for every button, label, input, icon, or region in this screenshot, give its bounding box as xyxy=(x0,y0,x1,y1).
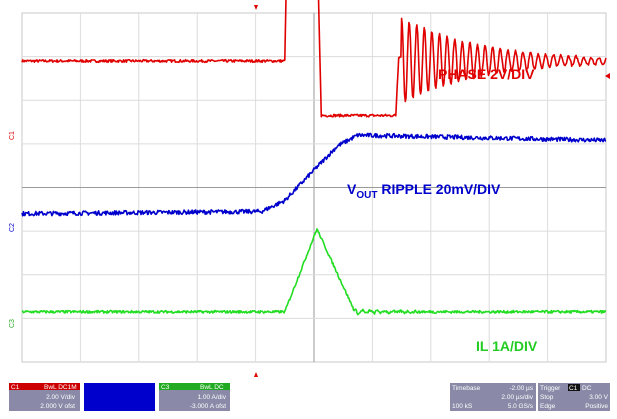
channel-2-info xyxy=(84,383,155,411)
ch2-info-box xyxy=(84,383,155,411)
ch2-marker: C2 xyxy=(9,223,16,232)
ch1-coupling: BwL DC1M xyxy=(44,384,77,391)
timebase-rate: 5.0 GS/s xyxy=(508,403,534,410)
ch3-tag: C3 xyxy=(161,384,170,391)
ch1-scale: 2.00 V/div xyxy=(46,394,76,401)
trigger-time-marker-bottom xyxy=(254,372,258,377)
vout-label-rest: RIPPLE 20mV/DIV xyxy=(377,181,501,197)
waveform-traces xyxy=(21,0,607,316)
ch3-info-body xyxy=(159,390,230,411)
timebase-label: Timebase xyxy=(452,385,481,392)
channel-3-info: C3 BwL DC 1.00 A/div -3.000 A ofst xyxy=(159,383,230,411)
ch3-info-header xyxy=(159,383,230,390)
timebase-box xyxy=(450,383,536,411)
trace-c2 xyxy=(21,132,607,217)
ch1-info-body xyxy=(9,390,80,411)
trigger-channel-badge xyxy=(568,384,580,391)
trigger-level-marker xyxy=(605,73,610,79)
ch3-offset: -3.000 A ofst xyxy=(190,403,226,410)
series-label-phase: PHASE 2V/DIV xyxy=(438,66,535,82)
channel-1-info: C1 BwL DC1M 2.00 V/div 2.000 V ofst xyxy=(9,383,80,411)
vout-label-sub: OUT xyxy=(356,190,377,201)
ch3-scale: 1.00 A/div xyxy=(197,394,226,401)
ch1-info-header xyxy=(9,383,80,390)
timebase-samples: 100 kS xyxy=(452,403,473,410)
series-label-vout: VOUT RIPPLE 20mV/DIV xyxy=(347,181,501,201)
timebase-delay: -2.00 µs xyxy=(509,385,533,392)
ch1-marker: C1 xyxy=(9,131,16,140)
trace-c3 xyxy=(21,228,607,316)
trigger-mode: Stop xyxy=(540,394,554,401)
trigger-label: Trigger xyxy=(540,385,561,392)
trace-c1 xyxy=(21,0,607,118)
timebase-scale: 2.00 µs/div xyxy=(501,394,533,401)
trigger-channel: C1 xyxy=(569,385,578,392)
trigger-info: Trigger C1 DC Stop 3.00 V Edge Positive xyxy=(538,383,610,411)
trigger-time-marker xyxy=(254,5,258,10)
trigger-level: 3.00 V xyxy=(589,394,608,401)
ch1-tag: C1 xyxy=(11,384,20,391)
timebase-info: Timebase -2.00 µs 2.00 µs/div 100 kS 5.0… xyxy=(450,383,536,411)
trigger-coupling: DC xyxy=(582,385,592,392)
ch1-offset: 2.000 V ofst xyxy=(40,403,75,410)
trigger-type: Edge xyxy=(540,403,556,410)
series-label-il: IL 1A/DIV xyxy=(476,338,538,354)
vout-label-v: V xyxy=(347,181,357,197)
ch3-coupling: BwL DC xyxy=(200,384,224,391)
ch3-marker: C3 xyxy=(9,319,16,328)
trigger-slope: Positive xyxy=(585,403,608,410)
